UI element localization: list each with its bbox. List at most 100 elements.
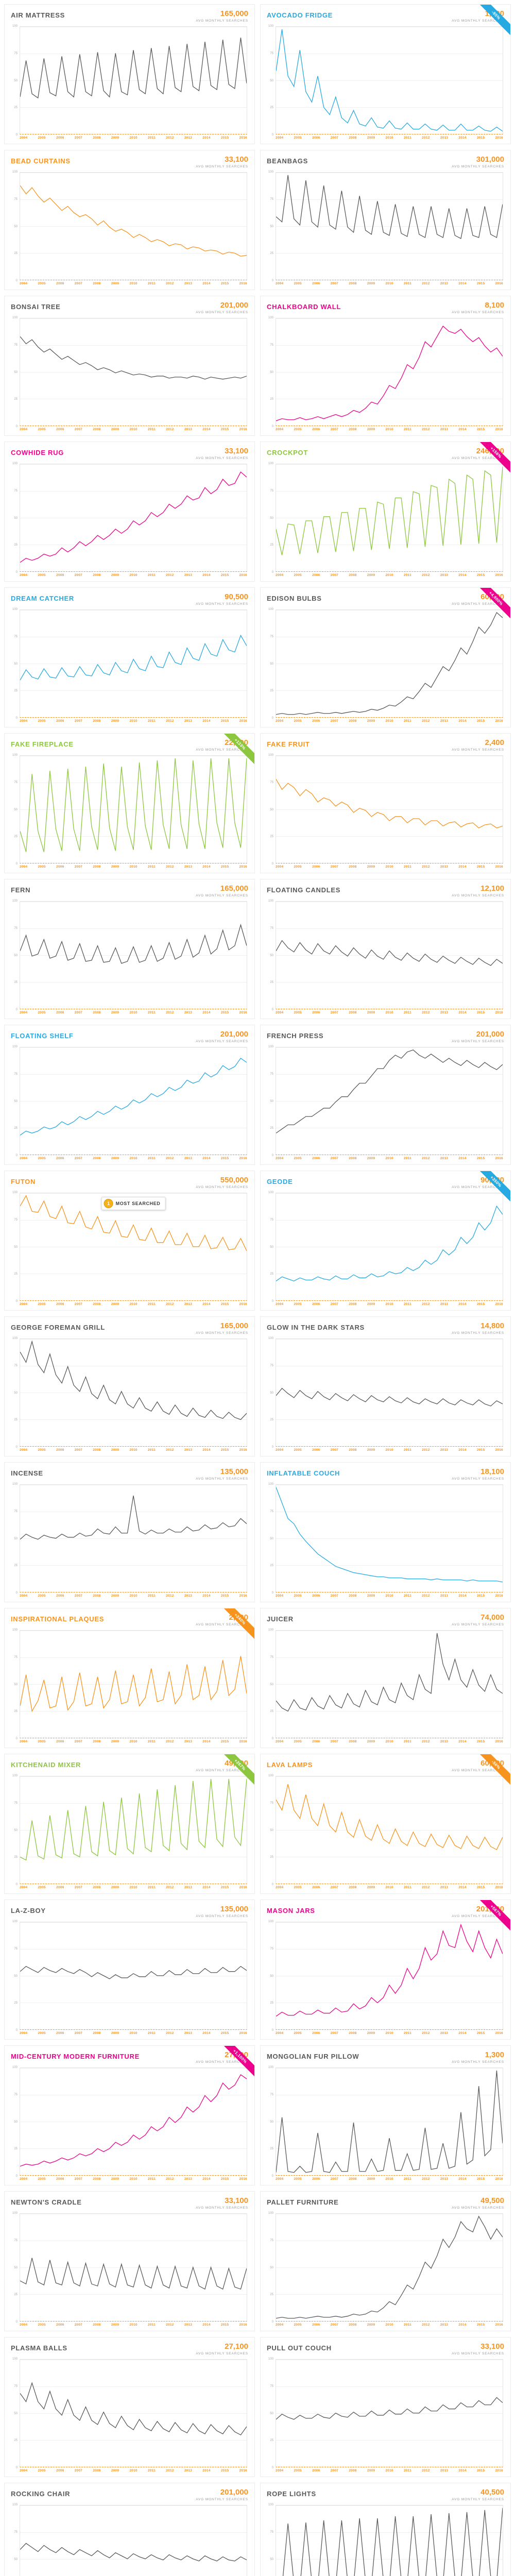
trend-line bbox=[276, 1050, 503, 1133]
y-axis-tick: 75 bbox=[270, 1072, 273, 1076]
y-axis-labels: 100 75 50 25 0 bbox=[11, 900, 18, 1011]
x-axis-tick: 2009 bbox=[367, 719, 375, 723]
x-axis-tick: 2009 bbox=[111, 428, 119, 431]
x-axis-tick: 2009 bbox=[111, 136, 119, 140]
y-axis-tick: 75 bbox=[14, 2530, 18, 2534]
plot-wrap: 100 75 50 25 0 bbox=[12, 608, 247, 720]
chart-card: JUICER 74,000 AVG MONTHLY SEARCHES 100 75… bbox=[260, 1608, 511, 1748]
chart-title: MONGOLIAN FUR PILLOW bbox=[267, 2053, 359, 2060]
x-axis-tick: 2005 bbox=[38, 2323, 46, 2327]
y-axis-tick: 100 bbox=[12, 462, 18, 465]
y-axis-labels: 100 75 50 25 0 bbox=[11, 1045, 18, 1157]
x-axis-tick: 2012 bbox=[166, 865, 174, 869]
x-axis-tick: 2005 bbox=[38, 719, 46, 723]
search-volume-block: 40,500 AVG MONTHLY SEARCHES bbox=[452, 2488, 504, 2501]
x-axis-tick: 2015 bbox=[477, 1011, 485, 1014]
x-axis-tick: 2007 bbox=[330, 282, 338, 285]
y-axis-tick: 100 bbox=[268, 25, 273, 28]
plot-wrap: 100 75 50 25 0 bbox=[268, 25, 503, 137]
card-header: FUTON 550,000 AVG MONTHLY SEARCHES bbox=[11, 1176, 248, 1189]
x-axis-tick: 2012 bbox=[166, 1740, 174, 1743]
x-axis-tick: 2013 bbox=[440, 1448, 449, 1452]
x-axis-tick: 2011 bbox=[148, 1011, 156, 1014]
x-axis-tick: 2015 bbox=[477, 1448, 485, 1452]
search-volume-block: 135,000 AVG MONTHLY SEARCHES bbox=[196, 1905, 248, 1918]
x-axis-tick: 2015 bbox=[221, 1740, 229, 1743]
search-volume-value: 33,100 bbox=[225, 447, 248, 455]
x-axis-tick: 2013 bbox=[440, 1594, 449, 1598]
x-axis-tick: 2015 bbox=[221, 719, 229, 723]
x-axis-tick: 2010 bbox=[385, 1011, 393, 1014]
x-axis-tick: 2016 bbox=[239, 573, 247, 577]
x-axis-tick: 2004 bbox=[276, 2323, 284, 2327]
y-axis-tick: 75 bbox=[14, 1801, 18, 1805]
y-axis-labels: 100 75 50 25 0 bbox=[267, 754, 273, 866]
x-axis-tick: 2009 bbox=[367, 1740, 375, 1743]
y-axis-tick: 100 bbox=[12, 1483, 18, 1486]
x-axis-tick: 2008 bbox=[93, 1886, 101, 1889]
chart-title: NEWTON'S CRADLE bbox=[11, 2198, 82, 2206]
x-axis-tick: 2011 bbox=[404, 865, 411, 869]
trend-svg bbox=[276, 756, 503, 863]
x-axis-tick: 2009 bbox=[111, 1157, 119, 1160]
trend-svg bbox=[276, 464, 503, 571]
y-axis-labels: 100 75 50 25 0 bbox=[11, 1629, 18, 1740]
search-volume-value: 301,000 bbox=[476, 155, 504, 164]
avg-monthly-searches-label: AVG MONTHLY SEARCHES bbox=[452, 894, 504, 897]
trend-svg bbox=[20, 173, 247, 280]
y-axis-tick: 0 bbox=[271, 1300, 273, 1303]
trend-line bbox=[276, 467, 503, 555]
trend-svg bbox=[276, 2505, 503, 2576]
x-axis-labels: 2004 2005 2006 2007 2008 2009 2010 2011 2012 2013… bbox=[20, 2177, 247, 2181]
trend-line bbox=[276, 779, 503, 828]
y-axis-tick: 50 bbox=[14, 1391, 18, 1395]
x-axis-tick: 2010 bbox=[385, 719, 393, 723]
x-axis-tick: 2007 bbox=[330, 573, 338, 577]
y-axis-tick: 0 bbox=[271, 862, 273, 866]
x-axis-tick: 2006 bbox=[312, 1011, 320, 1014]
x-axis-tick: 2009 bbox=[367, 1011, 375, 1014]
x-axis-tick: 2016 bbox=[239, 1302, 247, 1306]
x-axis-tick: 2005 bbox=[38, 1302, 46, 1306]
x-axis-tick: 2005 bbox=[294, 1011, 302, 1014]
x-axis-tick: 2007 bbox=[330, 1886, 338, 1889]
avg-monthly-searches-label: AVG MONTHLY SEARCHES bbox=[452, 19, 504, 23]
y-axis-tick: 25 bbox=[14, 1856, 18, 1859]
chart-card: PULL OUT COUCH 33,100 AVG MONTHLY SEARCH… bbox=[260, 2337, 511, 2477]
y-axis-tick: 25 bbox=[270, 1127, 273, 1130]
x-axis-tick: 2008 bbox=[349, 1448, 357, 1452]
line-chart bbox=[276, 2359, 503, 2467]
avg-monthly-searches-label: AVG MONTHLY SEARCHES bbox=[452, 1623, 504, 1626]
search-volume-block: 18,100 AVG MONTHLY SEARCHES bbox=[452, 1468, 504, 1481]
trend-line bbox=[276, 613, 503, 715]
x-axis-tick: 2011 bbox=[404, 2031, 411, 2035]
x-axis-labels: 2004 2005 2006 2007 2008 2009 2010 2011 2012 2013… bbox=[276, 2031, 503, 2035]
x-axis-tick: 2014 bbox=[458, 2469, 467, 2472]
x-axis-tick: 2013 bbox=[440, 719, 449, 723]
x-axis-tick: 2004 bbox=[20, 1302, 28, 1306]
y-axis-tick: 75 bbox=[14, 1655, 18, 1659]
avg-monthly-searches-label: AVG MONTHLY SEARCHES bbox=[196, 1769, 248, 1772]
chart-title: AIR MATTRESS bbox=[11, 11, 65, 19]
x-axis-tick: 2013 bbox=[440, 136, 449, 140]
plot-wrap: 100 75 50 25 0 bbox=[12, 2212, 247, 2324]
x-axis-tick: 2011 bbox=[404, 428, 411, 431]
y-axis-tick: 75 bbox=[14, 1510, 18, 1513]
x-axis-tick: 2014 bbox=[458, 865, 467, 869]
x-axis-tick: 2013 bbox=[184, 2177, 193, 2181]
x-axis-labels: 2004 2005 2006 2007 2008 2009 2010 2011 2012 2013… bbox=[276, 1157, 503, 1160]
x-axis-tick: 2011 bbox=[404, 1594, 411, 1598]
trend-line bbox=[20, 1967, 247, 1979]
x-axis-tick: 2005 bbox=[294, 1448, 302, 1452]
trend-line bbox=[20, 2383, 247, 2435]
x-axis-tick: 2014 bbox=[458, 2323, 467, 2327]
x-axis-tick: 2010 bbox=[385, 1740, 393, 1743]
search-volume-value: 550,000 bbox=[220, 1176, 248, 1184]
x-axis-labels: 2004 2005 2006 2007 2008 2009 2010 2011 2012 2013… bbox=[276, 282, 503, 285]
x-axis-tick: 2011 bbox=[148, 2177, 156, 2181]
chart-title: LAVA LAMPS bbox=[267, 1761, 313, 1769]
x-axis-tick: 2007 bbox=[74, 2469, 82, 2472]
y-axis-tick: 25 bbox=[14, 106, 18, 110]
x-axis-tick: 2009 bbox=[111, 573, 119, 577]
x-axis-labels: 2004 2005 2006 2007 2008 2009 2010 2011 2012 2013… bbox=[276, 2177, 503, 2181]
